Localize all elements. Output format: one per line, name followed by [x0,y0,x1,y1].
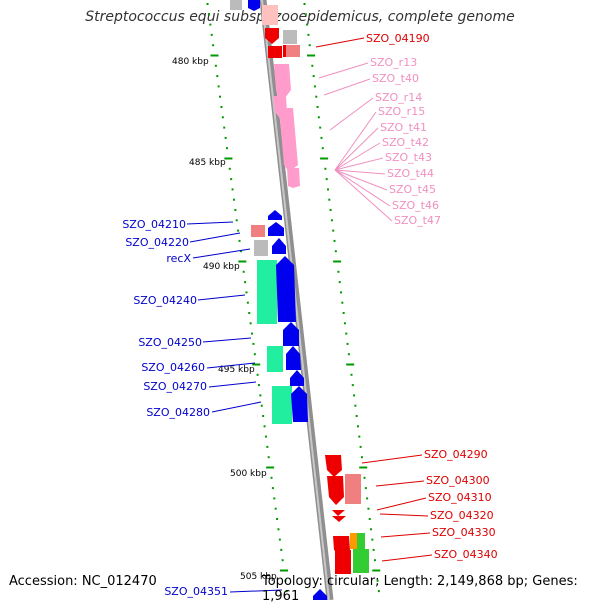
kbp-label-480: 480 kbp [172,57,209,67]
gene-label-szo04340[interactable]: SZO_04340 [434,548,498,561]
feature-04220-blue[interactable] [268,222,284,236]
gene-labels-pink: SZO_r13 SZO_t40 SZO_r14 SZO_r15 SZO_t41 … [370,56,441,227]
gene-label-szo04280[interactable]: SZO_04280 [146,406,210,419]
feature-04320-red[interactable] [332,516,346,522]
gene-label-szo04290[interactable]: SZO_04290 [424,448,488,461]
gene-label-szo-t41[interactable]: SZO_t41 [380,121,427,134]
feature-recx-blue[interactable] [272,238,286,254]
feature-04310-red[interactable] [332,510,345,516]
gene-label-szo-t47[interactable]: SZO_t47 [394,214,441,227]
gene-label-szo-t45[interactable]: SZO_t45 [389,183,436,196]
gene-label-szo04300[interactable]: SZO_04300 [426,474,490,487]
left-features[interactable] [251,210,308,424]
gene-label-szo04190[interactable]: SZO_04190 [366,32,430,45]
rna-r14[interactable] [279,108,298,172]
connectors-blue [186,221,283,593]
kbp-label-490: 490 kbp [203,262,240,272]
ruler-left [206,3,289,593]
kbp-label-495: 495 kbp [218,365,255,375]
gene-label-szo-t46[interactable]: SZO_t46 [392,199,439,212]
connectors-red [315,37,433,562]
feature-04330-green[interactable] [357,533,365,549]
ruler-right [303,3,381,593]
gene-label-szo-t44[interactable]: SZO_t44 [387,167,434,180]
rna-features[interactable] [273,64,300,188]
feature-04260-teal[interactable] [267,346,283,372]
gene-label-szo04220[interactable]: SZO_04220 [125,236,189,249]
feature-red-04190a[interactable] [265,28,279,44]
gene-label-szo-r13[interactable]: SZO_r13 [370,56,417,69]
feature-recx-grey[interactable] [254,240,268,256]
rna-t41-47[interactable] [287,168,300,188]
feature-04290-red[interactable] [325,455,342,477]
feature-04220-pink[interactable] [251,225,265,237]
gene-label-szo-t43[interactable]: SZO_t43 [385,151,432,164]
feature-pink-04190c[interactable] [286,45,300,57]
gene-labels-blue: SZO_04210 SZO_04220 recX SZO_04240 SZO_0… [122,218,228,598]
gene-label-szo-t40[interactable]: SZO_t40 [372,72,419,85]
feature-04330-orange[interactable] [350,533,358,549]
gene-label-szo04320[interactable]: SZO_04320 [430,509,494,522]
feature-04270-blue[interactable] [290,370,304,386]
feature-04340-green[interactable] [353,549,369,573]
feature-pink-04190d[interactable] [283,45,286,57]
gene-label-szo04210[interactable]: SZO_04210 [122,218,186,231]
gene-label-recx[interactable]: recX [166,252,191,265]
connectors-pink [318,62,393,222]
genome-backbone-highlight [261,0,330,600]
feature-04300-pink[interactable] [345,474,361,504]
accession-label: Accession: NC_012470 [9,574,157,589]
feature-04280-blue[interactable] [291,386,308,422]
gene-labels-red: SZO_04190 SZO_04290 SZO_04300 SZO_04310 … [366,32,498,561]
gene-label-szo04330[interactable]: SZO_04330 [432,526,496,539]
gene-label-szo04310[interactable]: SZO_04310 [428,491,492,504]
gene-label-szo-r14[interactable]: SZO_r14 [375,91,422,104]
feature-red-04190b[interactable] [268,46,282,58]
feature-04260-blue[interactable] [286,346,301,370]
gene-label-szo04260[interactable]: SZO_04260 [141,361,205,374]
gene-label-szo04240[interactable]: SZO_04240 [133,294,197,307]
right-features[interactable] [313,455,369,600]
gene-label-szo-r15[interactable]: SZO_r15 [378,105,425,118]
kbp-label-485: 485 kbp [189,158,226,168]
gene-label-szo04250[interactable]: SZO_04250 [138,336,202,349]
gene-label-szo04351[interactable]: SZO_04351 [164,585,228,598]
feature-04250-blue[interactable] [283,322,299,346]
feature-04280-teal[interactable] [272,386,292,424]
feature-04351-blue[interactable] [313,589,327,600]
feature-04240-teal[interactable] [257,260,277,324]
gene-label-szo-t42[interactable]: SZO_t42 [382,136,429,149]
rna-r13[interactable] [274,64,291,98]
feature-pink-top[interactable] [262,5,278,25]
feature-04300-red[interactable] [327,476,344,505]
feature-blue-top[interactable] [248,0,260,11]
feature-grey-top[interactable] [230,0,242,10]
kbp-label-505: 505 kbp [240,572,277,582]
kbp-label-500: 500 kbp [230,469,267,479]
gene-label-szo04270[interactable]: SZO_04270 [143,380,207,393]
page-title: Streptococcus equi subsp. zooepidemicus,… [85,9,515,25]
kbp-labels: 480 kbp 485 kbp 490 kbp 495 kbp 500 kbp … [172,57,277,582]
feature-04240-blue[interactable] [276,256,296,322]
feature-04340-red[interactable] [335,550,351,574]
feature-grey-04190[interactable] [283,30,297,44]
top-features[interactable] [230,0,300,58]
feature-04210[interactable] [268,210,282,220]
